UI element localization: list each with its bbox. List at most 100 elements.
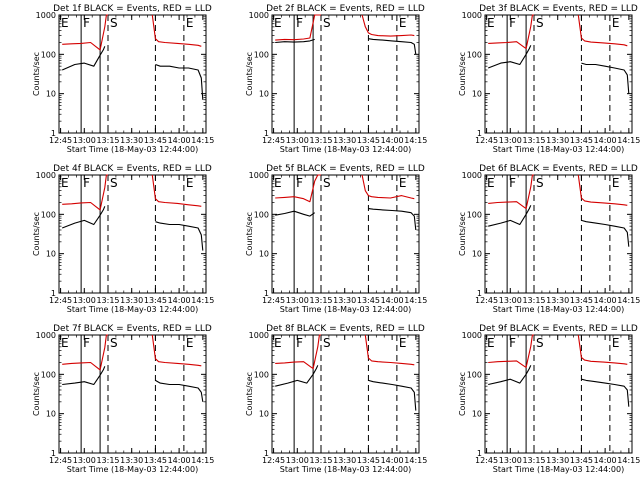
x-tick-label: 14:15 xyxy=(617,136,640,145)
event-marker-letter: S xyxy=(323,336,331,350)
y-tick-label: 1000 xyxy=(249,171,269,180)
y-tick-label: 10 xyxy=(259,250,269,259)
x-tick-label: 13:00 xyxy=(286,136,309,145)
x-tick-label: 12:45 xyxy=(262,296,285,305)
events-series-line xyxy=(62,206,106,229)
lld-series-line xyxy=(275,14,321,41)
lld-series-line xyxy=(62,14,108,51)
y-tick-label: 1 xyxy=(477,289,482,298)
plot-frame xyxy=(58,174,207,294)
y-tick-label: 1000 xyxy=(462,171,482,180)
x-tick-label: 14:15 xyxy=(404,296,427,305)
x-axis-label: Start Time (18-May-03 12:44:00) xyxy=(67,305,198,314)
y-tick-label: 1 xyxy=(51,449,56,458)
y-tick-label: 1 xyxy=(477,449,482,458)
event-marker-letter: S xyxy=(536,176,544,190)
x-tick-label: 13:15 xyxy=(522,296,545,305)
lld-series-line xyxy=(275,334,321,370)
chart-title: Det 1f BLACK = Events, RED = LLD xyxy=(53,4,212,14)
lld-series-line xyxy=(361,14,415,37)
lld-series-line xyxy=(151,14,202,47)
y-tick-label: 1000 xyxy=(36,171,56,180)
x-axis-label: Start Time (18-May-03 12:44:00) xyxy=(493,305,624,314)
plot-frame xyxy=(484,14,633,134)
events-series-line xyxy=(155,379,204,402)
x-tick-label: 12:45 xyxy=(49,136,72,145)
event-marker-letter: E xyxy=(61,176,69,190)
y-tick-label: 10 xyxy=(472,250,482,259)
lld-series-line xyxy=(577,334,628,365)
chart-panel-2: Det 2f BLACK = Events, RED = LLD 1 10 100 10… xyxy=(245,4,427,154)
x-tick-label: 13:45 xyxy=(570,136,593,145)
x-tick-label: 14:00 xyxy=(594,456,617,465)
x-axis-label: Start Time (18-May-03 12:44:00) xyxy=(493,465,624,474)
events-series-line xyxy=(581,219,630,247)
event-marker-letter: E xyxy=(399,16,407,30)
chart-title: Det 7f BLACK = Events, RED = LLD xyxy=(53,324,212,334)
x-tick-label: 13:00 xyxy=(73,136,96,145)
plot-frame xyxy=(484,334,633,454)
y-tick-label: 100 xyxy=(467,210,482,219)
event-marker-letter: E xyxy=(487,336,495,350)
event-marker-letter: E xyxy=(61,16,69,30)
event-marker-letter: E xyxy=(612,336,620,350)
x-tick-label: 13:45 xyxy=(357,296,380,305)
y-tick-label: 1 xyxy=(264,129,269,138)
event-marker-letter: S xyxy=(536,16,544,30)
event-marker-letter: E xyxy=(274,176,282,190)
event-marker-letter: S xyxy=(323,176,331,190)
events-series-line xyxy=(581,378,630,407)
x-axis-label: Start Time (18-May-03 12:44:00) xyxy=(67,465,198,474)
x-tick-label: 14:15 xyxy=(404,136,427,145)
x-tick-label: 13:45 xyxy=(357,456,380,465)
x-tick-label: 12:45 xyxy=(49,296,72,305)
event-marker-letter: S xyxy=(323,16,331,30)
event-marker-letter: F xyxy=(83,176,90,190)
x-tick-label: 13:00 xyxy=(499,136,522,145)
x-tick-label: 13:00 xyxy=(73,456,96,465)
lld-series-line xyxy=(151,334,202,367)
y-tick-label: 1000 xyxy=(462,331,482,340)
event-marker-letter: F xyxy=(296,16,303,30)
x-tick-label: 13:45 xyxy=(144,136,167,145)
event-marker-letter: F xyxy=(296,336,303,350)
x-tick-label: 12:45 xyxy=(262,136,285,145)
event-marker-letter: S xyxy=(110,176,118,190)
x-axis-label: Start Time (18-May-03 12:44:00) xyxy=(280,465,411,474)
lld-series-line xyxy=(488,334,534,368)
x-tick-label: 13:30 xyxy=(333,136,356,145)
y-tick-label: 10 xyxy=(46,410,56,419)
events-series-line xyxy=(275,210,316,217)
lld-series-line xyxy=(577,174,628,206)
y-tick-label: 100 xyxy=(41,50,56,59)
y-tick-label: 1000 xyxy=(462,11,482,20)
event-marker-letter: E xyxy=(399,176,407,190)
event-marker-letter: S xyxy=(110,336,118,350)
lld-series-line xyxy=(488,174,534,210)
y-tick-label: 100 xyxy=(254,370,269,379)
x-tick-label: 14:15 xyxy=(191,136,214,145)
x-tick-label: 13:30 xyxy=(546,136,569,145)
y-tick-label: 1 xyxy=(51,129,56,138)
x-tick-label: 14:00 xyxy=(168,456,191,465)
events-series-line xyxy=(368,38,417,55)
chart-panel-7: Det 7f BLACK = Events, RED = LLD 1 10 100 10… xyxy=(32,324,214,474)
plot-frame xyxy=(484,174,633,294)
x-tick-label: 13:45 xyxy=(357,136,380,145)
lld-series-line xyxy=(364,334,415,366)
x-tick-label: 13:15 xyxy=(309,456,332,465)
event-marker-letter: F xyxy=(509,16,516,30)
x-tick-label: 13:30 xyxy=(120,456,143,465)
y-tick-label: 1 xyxy=(477,129,482,138)
y-tick-label: 1000 xyxy=(249,331,269,340)
y-tick-label: 100 xyxy=(467,370,482,379)
chart-panel-8: Det 8f BLACK = Events, RED = LLD 1 10 100 10… xyxy=(245,324,427,474)
x-tick-label: 14:00 xyxy=(168,296,191,305)
lld-series-line xyxy=(488,14,534,50)
y-tick-label: 10 xyxy=(259,410,269,419)
chart-title: Det 4f BLACK = Events, RED = LLD xyxy=(53,164,212,174)
x-tick-label: 13:30 xyxy=(546,296,569,305)
y-tick-label: 1000 xyxy=(249,11,269,20)
x-tick-label: 12:45 xyxy=(475,136,498,145)
